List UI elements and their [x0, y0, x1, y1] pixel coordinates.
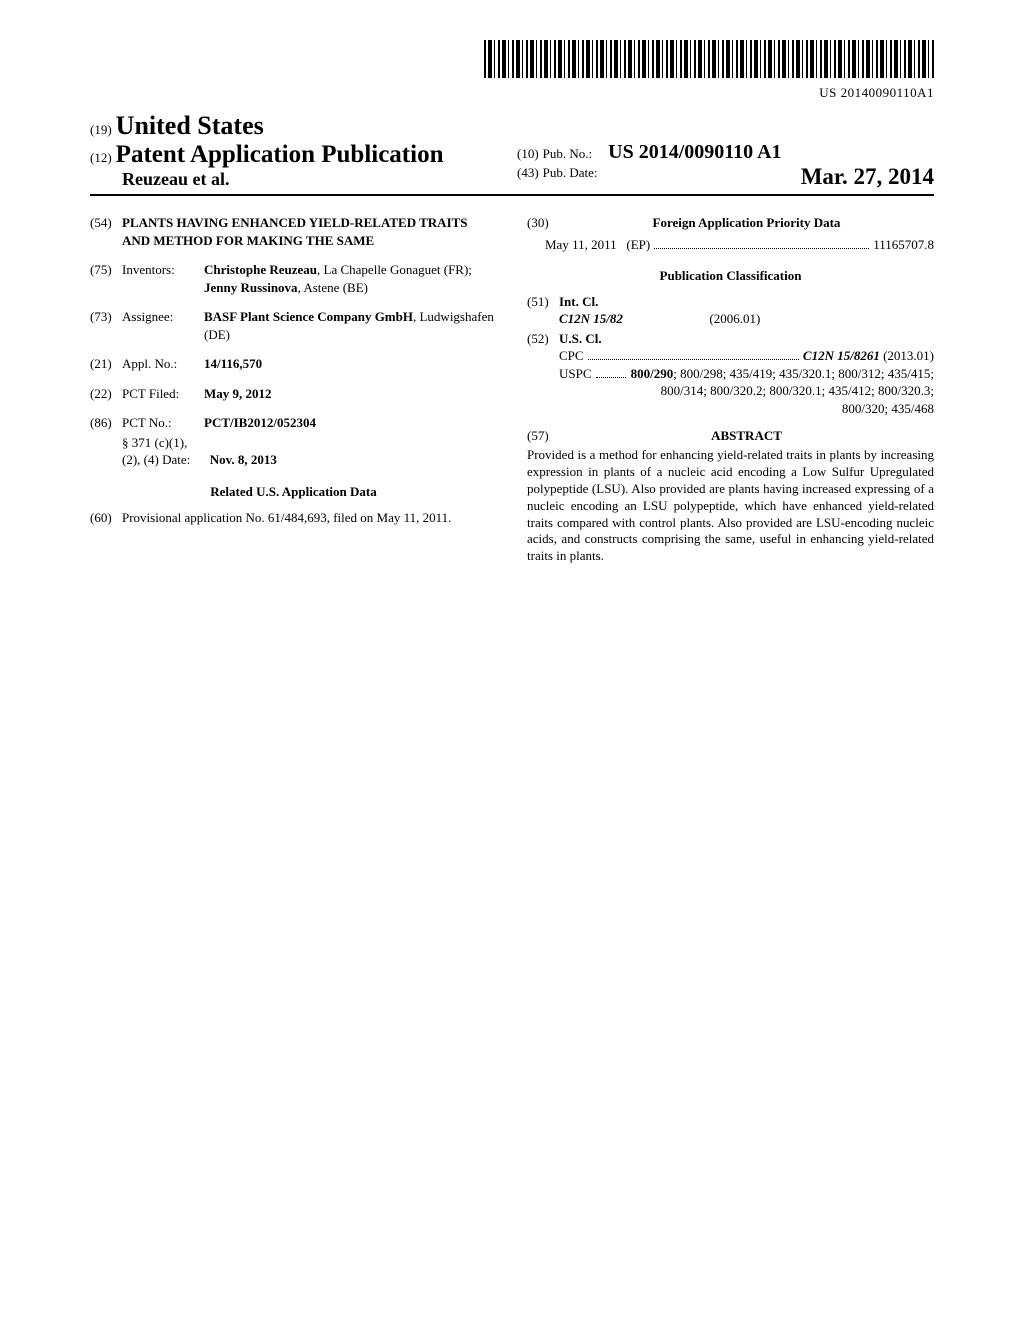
inventor-1-loc: , La Chapelle Gonaguet (FR);	[317, 262, 472, 277]
pct-date-value: Nov. 8, 2013	[210, 452, 277, 467]
inventors-value: Christophe Reuzeau, La Chapelle Gonaguet…	[204, 261, 497, 296]
barcode-text: US 20140090110A1	[90, 85, 934, 101]
publication-type: Patent Application Publication	[116, 141, 444, 168]
abstract-header-field: (57) ABSTRACT	[527, 427, 934, 445]
code-75: (75)	[90, 261, 122, 296]
inventor-2-loc: , Astene (BE)	[298, 280, 368, 295]
int-cl-row: C12N 15/82 (2006.01)	[559, 310, 934, 328]
pub-no-label: Pub. No.:	[543, 146, 592, 161]
assignee-name: BASF Plant Science Company GmbH	[204, 309, 413, 324]
inventor-1-name: Christophe Reuzeau	[204, 262, 317, 277]
pct-sub-lines: § 371 (c)(1), (2), (4) Date: Nov. 8, 201…	[90, 434, 497, 469]
right-column: (30) Foreign Application Priority Data M…	[527, 214, 934, 565]
us-cl-content: U.S. Cl. CPC C12N 15/8261 (2013.01) USPC…	[559, 330, 934, 418]
uspc-values: 800/290; 800/298; 435/419; 435/320.1; 80…	[630, 365, 934, 418]
code-10: (10)	[517, 146, 539, 161]
foreign-priority-header-field: (30) Foreign Application Priority Data	[527, 214, 934, 232]
left-column: (54) PLANTS HAVING ENHANCED YIELD-RELATE…	[90, 214, 497, 565]
cpc-value: C12N 15/8261	[803, 347, 880, 365]
pct-filed-label: PCT Filed:	[122, 385, 204, 403]
appl-no-label: Appl. No.:	[122, 355, 204, 373]
country-name: United States	[116, 111, 264, 140]
dotted-line-uspc	[596, 367, 626, 378]
code-86: (86)	[90, 414, 122, 432]
cpc-row: CPC C12N 15/8261 (2013.01)	[559, 347, 934, 365]
dotted-line	[654, 238, 869, 249]
uspc-value1: 800/290	[631, 366, 674, 381]
int-cl-field: (51) Int. Cl. C12N 15/82 (2006.01)	[527, 293, 934, 328]
us-cl-label: U.S. Cl.	[559, 330, 934, 348]
inventors-field: (75) Inventors: Christophe Reuzeau, La C…	[90, 261, 497, 296]
int-cl-year: (2006.01)	[709, 311, 760, 326]
pub-date-label: Pub. Date:	[543, 165, 598, 180]
barcode-image	[484, 40, 934, 78]
appl-no-field: (21) Appl. No.: 14/116,570	[90, 355, 497, 373]
foreign-priority-header: Foreign Application Priority Data	[559, 214, 934, 232]
code-43: (43)	[517, 165, 539, 180]
provisional-field: (60) Provisional application No. 61/484,…	[90, 509, 497, 527]
int-cl-class: C12N 15/82	[559, 311, 623, 326]
foreign-priority-row: May 11, 2011 (EP) 11165707.8	[527, 236, 934, 254]
pub-date-line: (43) Pub. Date: Mar. 27, 2014	[517, 164, 934, 190]
code-52: (52)	[527, 330, 559, 418]
authors: Reuzeau et al.	[90, 169, 507, 190]
barcode-section: US 20140090110A1	[90, 40, 934, 101]
code-51: (51)	[527, 293, 559, 328]
pct-no-label: PCT No.:	[122, 414, 204, 432]
uspc-label: USPC	[559, 365, 592, 383]
priority-date: May 11, 2011	[545, 236, 617, 254]
pct-no-value: PCT/IB2012/052304	[204, 414, 497, 432]
cpc-year: (2013.01)	[883, 347, 934, 365]
title-field: (54) PLANTS HAVING ENHANCED YIELD-RELATE…	[90, 214, 497, 249]
pct-date-line: (2), (4) Date: Nov. 8, 2013	[122, 451, 497, 469]
country-line: (19) United States	[90, 111, 507, 141]
pub-type-line: (12) Patent Application Publication	[90, 141, 507, 169]
code-54: (54)	[90, 214, 122, 249]
code-60: (60)	[90, 509, 122, 527]
content-columns: (54) PLANTS HAVING ENHANCED YIELD-RELATE…	[90, 214, 934, 565]
pct-filed-value: May 9, 2012	[204, 385, 497, 403]
int-cl-content: Int. Cl. C12N 15/82 (2006.01)	[559, 293, 934, 328]
uspc-value2: ; 800/298; 435/419; 435/320.1; 800/312; …	[661, 366, 934, 416]
us-cl-field: (52) U.S. Cl. CPC C12N 15/8261 (2013.01)…	[527, 330, 934, 418]
abstract-text: Provided is a method for enhancing yield…	[527, 447, 934, 565]
inventor-2-name: Jenny Russinova	[204, 280, 298, 295]
inventors-label: Inventors:	[122, 261, 204, 296]
pub-no-line: (10) Pub. No.: US 2014/0090110 A1	[517, 141, 934, 164]
related-header: Related U.S. Application Data	[90, 483, 497, 501]
code-57: (57)	[527, 427, 559, 445]
appl-no-value: 14/116,570	[204, 355, 497, 373]
priority-country: (EP)	[626, 236, 650, 254]
priority-number: 11165707.8	[873, 236, 934, 254]
code-21: (21)	[90, 355, 122, 373]
pct-filed-field: (22) PCT Filed: May 9, 2012	[90, 385, 497, 403]
code-22: (22)	[90, 385, 122, 403]
abstract-header: ABSTRACT	[559, 427, 934, 445]
code-30: (30)	[527, 214, 559, 232]
document-header: (19) United States (12) Patent Applicati…	[90, 111, 934, 196]
pct-371: § 371 (c)(1),	[122, 434, 497, 452]
header-right: (10) Pub. No.: US 2014/0090110 A1 (43) P…	[507, 141, 934, 190]
pub-date: Mar. 27, 2014	[801, 164, 934, 190]
invention-title: PLANTS HAVING ENHANCED YIELD-RELATED TRA…	[122, 214, 497, 249]
code-12: (12)	[90, 150, 112, 165]
patent-page: US 20140090110A1 (19) United States (12)…	[0, 0, 1024, 605]
classification-header: Publication Classification	[527, 267, 934, 285]
assignee-field: (73) Assignee: BASF Plant Science Compan…	[90, 308, 497, 343]
pub-no: US 2014/0090110 A1	[608, 141, 781, 163]
provisional-text: Provisional application No. 61/484,693, …	[122, 509, 497, 527]
cpc-label: CPC	[559, 347, 584, 365]
code-19: (19)	[90, 122, 112, 137]
assignee-value: BASF Plant Science Company GmbH, Ludwigs…	[204, 308, 497, 343]
code-73: (73)	[90, 308, 122, 343]
pct-no-field: (86) PCT No.: PCT/IB2012/052304	[90, 414, 497, 432]
int-cl-label: Int. Cl.	[559, 293, 934, 311]
pct-date-label: (2), (4) Date:	[122, 452, 190, 467]
dotted-line-cpc	[588, 349, 799, 360]
uspc-row: USPC 800/290; 800/298; 435/419; 435/320.…	[559, 365, 934, 418]
assignee-label: Assignee:	[122, 308, 204, 343]
header-left: (19) United States (12) Patent Applicati…	[90, 111, 507, 190]
